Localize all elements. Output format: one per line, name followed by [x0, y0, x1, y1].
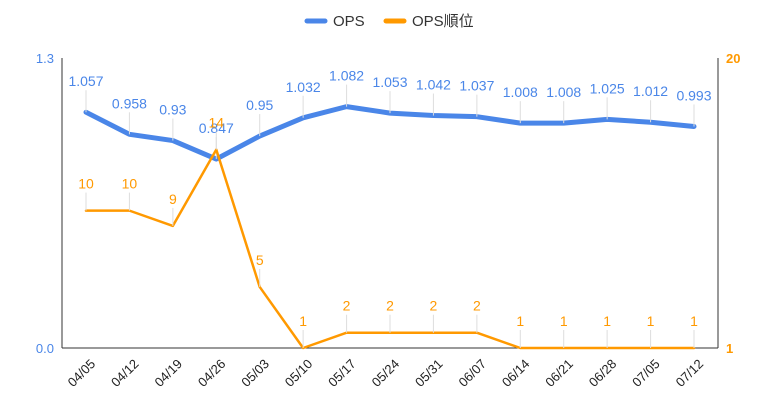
ops-rank-data-label: 14 — [208, 115, 224, 131]
ops-data-label: 1.053 — [372, 74, 407, 90]
ops-data-label: 1.008 — [503, 84, 538, 100]
ops-data-label: 0.993 — [676, 87, 711, 103]
ops-rank-data-label: 1 — [516, 313, 524, 329]
x-tick-label: 05/24 — [369, 356, 403, 390]
ops-data-label: 0.847 — [199, 120, 234, 136]
left-axis-tick-min: 0.0 — [36, 341, 54, 356]
ops-data-label: 1.025 — [590, 80, 625, 96]
x-tick-label: 07/12 — [673, 356, 707, 390]
x-tick-label: 04/05 — [65, 356, 99, 390]
x-tick-label: 05/10 — [282, 356, 316, 390]
ops-rank-data-label: 1 — [690, 313, 698, 329]
ops-rank-data-label: 2 — [473, 298, 481, 314]
ops-data-label: 1.037 — [459, 78, 494, 94]
ops-data-label: 0.93 — [159, 102, 186, 118]
x-tick-label: 06/21 — [542, 356, 576, 390]
ops-data-label: 1.057 — [68, 73, 103, 89]
legend-label-ops-rank: OPS順位 — [412, 13, 474, 30]
x-tick-label: 04/12 — [108, 356, 142, 390]
ops-rank-data-label: 2 — [430, 298, 438, 314]
ops-data-label: 1.082 — [329, 68, 364, 84]
ops-rank-data-label: 9 — [169, 191, 177, 207]
x-tick-label: 05/31 — [412, 356, 446, 390]
ops-rank-data-label: 2 — [386, 298, 394, 314]
right-axis-tick-bottom: 1 — [726, 341, 733, 356]
ops-data-label: 0.95 — [246, 97, 273, 113]
legend-label-ops: OPS — [333, 13, 365, 30]
right-axis-tick-top: 20 — [726, 51, 740, 66]
ops-rank-data-label: 2 — [343, 298, 351, 314]
ops-data-label: 1.008 — [546, 84, 581, 100]
ops-rank-data-label: 10 — [122, 176, 138, 192]
ops-rank-data-label: 5 — [256, 252, 264, 268]
ops-data-label: 1.042 — [416, 77, 451, 93]
ops-rank-data-label: 10 — [78, 176, 94, 192]
ops-data-label: 0.958 — [112, 95, 147, 111]
left-axis-tick-max: 1.3 — [36, 51, 54, 66]
ops-rank-data-label: 1 — [647, 313, 655, 329]
x-tick-label: 04/26 — [195, 356, 229, 390]
x-tick-label: 06/28 — [586, 356, 620, 390]
ops-rank-data-label: 1 — [560, 313, 568, 329]
x-tick-label: 07/05 — [629, 356, 663, 390]
ops-data-label: 1.032 — [286, 79, 321, 95]
ops-data-label: 1.012 — [633, 83, 668, 99]
ops-rank-data-label: 1 — [299, 313, 307, 329]
x-tick-label: 05/03 — [238, 356, 272, 390]
x-tick-label: 05/17 — [325, 356, 359, 390]
x-tick-label: 04/19 — [151, 356, 185, 390]
x-tick-label: 06/14 — [499, 356, 533, 390]
x-tick-label: 06/07 — [455, 356, 489, 390]
ops-rank-data-label: 1 — [603, 313, 611, 329]
